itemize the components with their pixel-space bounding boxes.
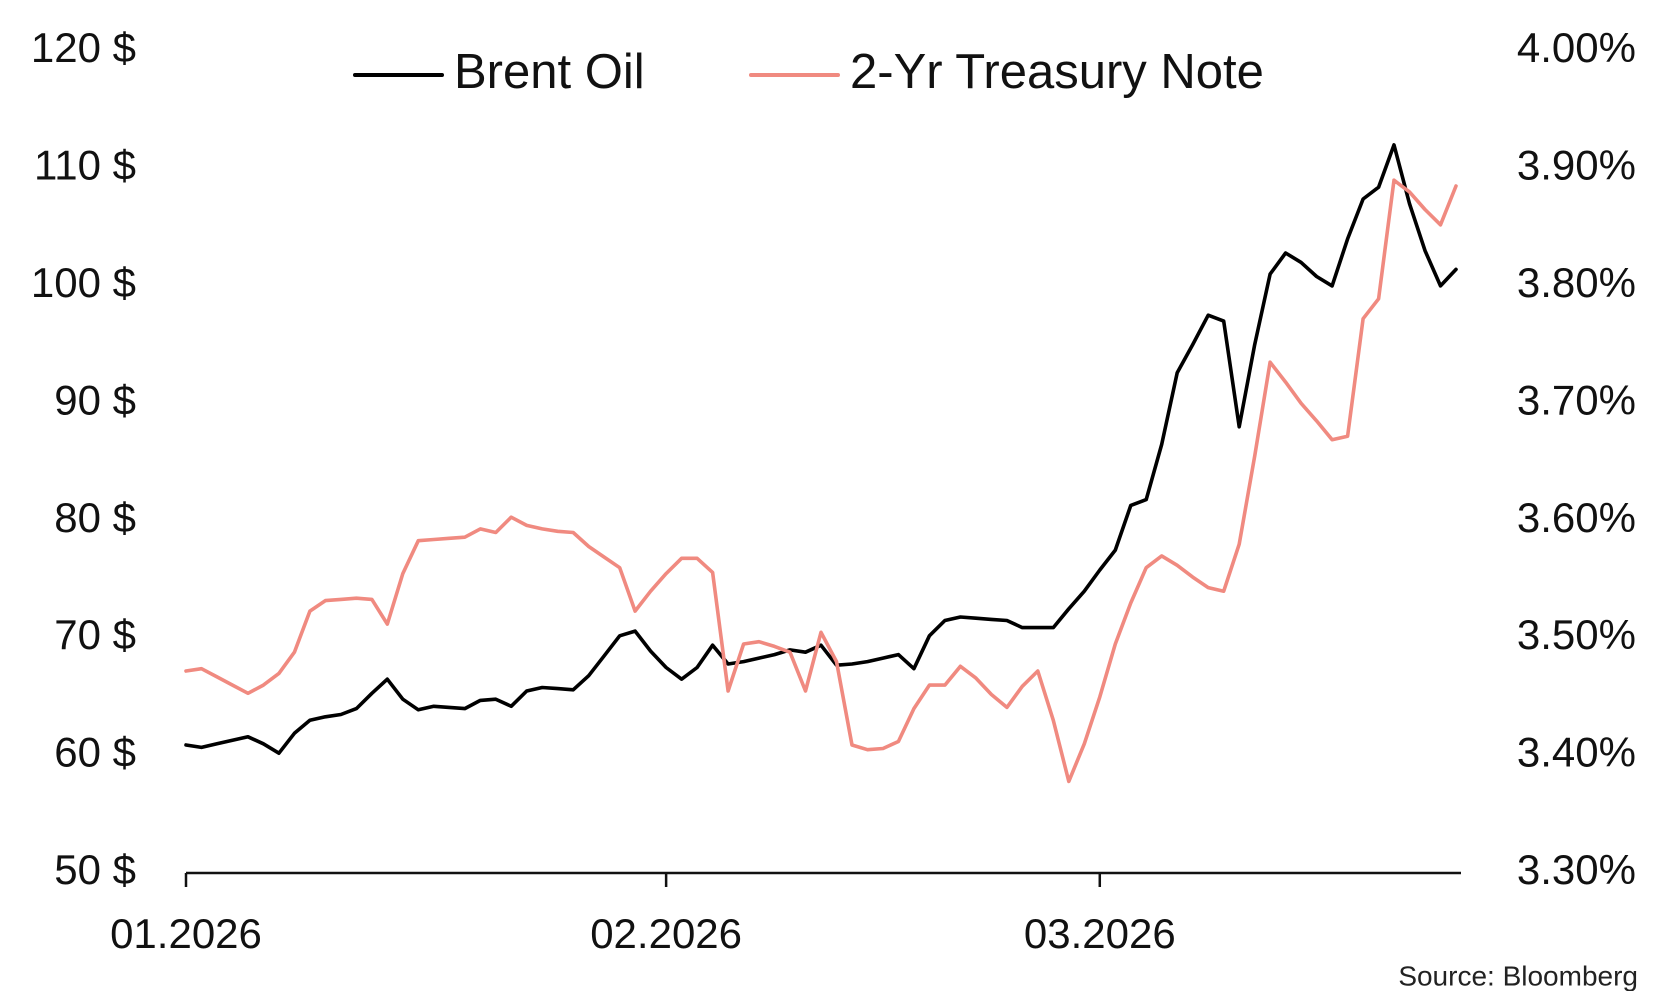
source-note: Source: Bloomberg: [1398, 960, 1638, 991]
y2-tick-label: 3.70%: [1517, 376, 1636, 423]
x-tick-label: 02.2026: [590, 910, 742, 957]
y2-tick-label: 3.90%: [1517, 142, 1636, 189]
legend-label: 2-Yr Treasury Note: [850, 45, 1264, 99]
y2-tick-label: 4.00%: [1517, 24, 1636, 71]
legend-label: Brent Oil: [454, 45, 645, 99]
y2-tick-label: 3.80%: [1517, 259, 1636, 306]
y-tick-label: 70 $: [54, 611, 136, 658]
y2-tick-label: 3.60%: [1517, 494, 1636, 541]
y2-tick-label: 3.30%: [1517, 846, 1636, 893]
y-tick-label: 50 $: [54, 846, 136, 893]
y-tick-label: 100 $: [31, 259, 136, 306]
x-tick-label: 03.2026: [1024, 910, 1176, 957]
data-line: [184, 178, 1458, 784]
y-tick-label: 60 $: [54, 729, 136, 776]
y2-tick-label: 3.50%: [1517, 611, 1636, 658]
y-tick-label: 80 $: [54, 494, 136, 541]
data-line: [184, 143, 1458, 755]
y-tick-label: 90 $: [54, 376, 136, 423]
y-tick-label: 120 $: [31, 24, 136, 71]
x-tick-label: 01.2026: [110, 910, 262, 957]
y2-tick-label: 3.40%: [1517, 729, 1636, 776]
y-tick-label: 110 $: [34, 142, 136, 189]
